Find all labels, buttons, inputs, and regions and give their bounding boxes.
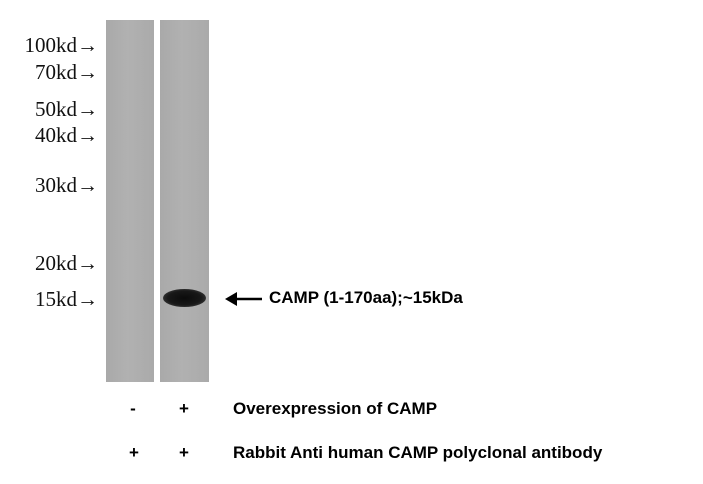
row1-label: Overexpression of CAMP <box>233 399 438 418</box>
marker-20kd: 20kd→ <box>35 251 98 275</box>
marker-15kd: 15kd→ <box>35 287 98 311</box>
marker-70kd: 70kd→ <box>35 60 98 84</box>
marker-30kd: 30kd→ <box>35 173 98 197</box>
row1-lane2-sign: + <box>179 399 189 418</box>
marker-100kd: 100kd→ <box>24 33 99 57</box>
marker-40kd: 40kd→ <box>35 123 98 147</box>
row2-label: Rabbit Anti human CAMP polyclonal antibo… <box>233 443 603 462</box>
band-label: CAMP (1-170aa);~15kDa <box>269 288 463 307</box>
blot-lane-2 <box>160 20 209 382</box>
row2-lane1-sign: + <box>129 443 139 462</box>
protein-band <box>163 289 206 307</box>
row2-lane2-sign: + <box>179 443 189 462</box>
row1-lane1-sign: - <box>130 399 136 418</box>
left-arrow-icon <box>225 292 262 306</box>
marker-50kd: 50kd→ <box>35 97 98 121</box>
blot-lane-1 <box>106 20 154 382</box>
